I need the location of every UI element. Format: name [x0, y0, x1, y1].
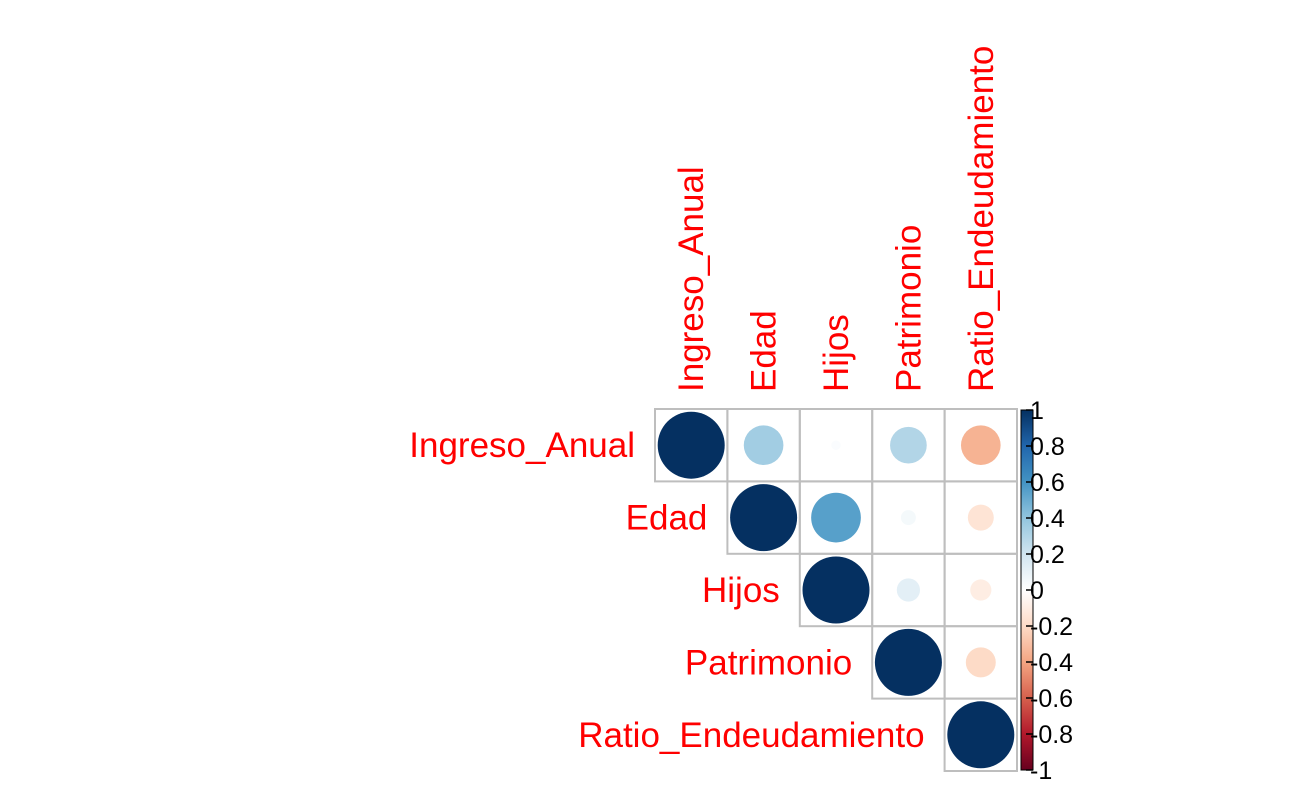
- row-label-ingreso-anual: Ingreso_Anual: [409, 426, 635, 465]
- col-label-ingreso-anual: Ingreso_Anual: [672, 166, 711, 392]
- col-label-hijos: Hijos: [817, 314, 856, 392]
- colorbar-tick-label: -0.4: [1030, 649, 1073, 677]
- corr-circle-ratio-endeudamiento-ratio-endeudamiento: [947, 701, 1015, 769]
- col-label-patrimonio: Patrimonio: [889, 225, 928, 392]
- row-label-hijos: Hijos: [702, 571, 780, 610]
- corr-circle-patrimonio-ratio-endeudamiento: [965, 647, 996, 678]
- corr-circle-edad-patrimonio: [900, 510, 916, 526]
- row-label-ratio-endeudamiento: Ratio_Endeudamiento: [578, 716, 924, 755]
- corr-circle-patrimonio-patrimonio: [874, 628, 942, 696]
- colorbar: 1 0.8 0.6 0.4 0.2 0 -0.2 -0.4 -0.6 -0.8 -1: [1020, 397, 1073, 785]
- colorbar-tick-label: 0.8: [1030, 433, 1065, 461]
- cell-ratio-endeudamiento-ratio-endeudamiento: [943, 697, 1018, 772]
- colorbar-tick-label: 0.2: [1030, 541, 1065, 569]
- row-label-edad: Edad: [626, 499, 708, 538]
- corr-circle-hijos-hijos: [802, 556, 870, 624]
- colorbar-tick-label: 0: [1030, 577, 1044, 605]
- colorbar-tick-label: -0.2: [1030, 613, 1073, 641]
- corr-circle-ingreso-anual-patrimonio: [890, 426, 927, 464]
- corr-circle-edad-hijos: [811, 492, 861, 543]
- corr-circle-ingreso-anual-ratio-endeudamiento: [960, 425, 1001, 466]
- label-layer: Ingreso_Anual Edad Hijos Patrimonio Ratio_En…: [409, 46, 1001, 755]
- grid-layer: [654, 408, 1018, 772]
- colorbar-tick-label: -0.8: [1030, 721, 1073, 749]
- corr-circle-hijos-ratio-endeudamiento: [970, 579, 992, 601]
- corr-circle-edad-ratio-endeudamiento: [967, 504, 994, 531]
- colorbar-tick-label: -1: [1030, 757, 1052, 785]
- colorbar-tick-label: 1: [1030, 397, 1044, 425]
- corr-circle-ingreso-anual-ingreso-anual: [657, 411, 725, 479]
- circle-layer: [657, 411, 1015, 769]
- col-label-ratio-endeudamiento: Ratio_Endeudamiento: [962, 46, 1001, 392]
- col-label-edad: Edad: [745, 310, 784, 392]
- corr-circle-ingreso-anual-hijos: [831, 440, 841, 450]
- colorbar-tick-label: 0.4: [1030, 505, 1065, 533]
- corr-circle-edad-edad: [730, 484, 798, 552]
- colorbar-tick-label: -0.6: [1030, 685, 1073, 713]
- corr-circle-ingreso-anual-edad: [743, 425, 784, 466]
- corr-circle-hijos-patrimonio: [896, 578, 921, 602]
- row-label-patrimonio: Patrimonio: [685, 643, 852, 682]
- colorbar-tick-label: 0.6: [1030, 469, 1065, 497]
